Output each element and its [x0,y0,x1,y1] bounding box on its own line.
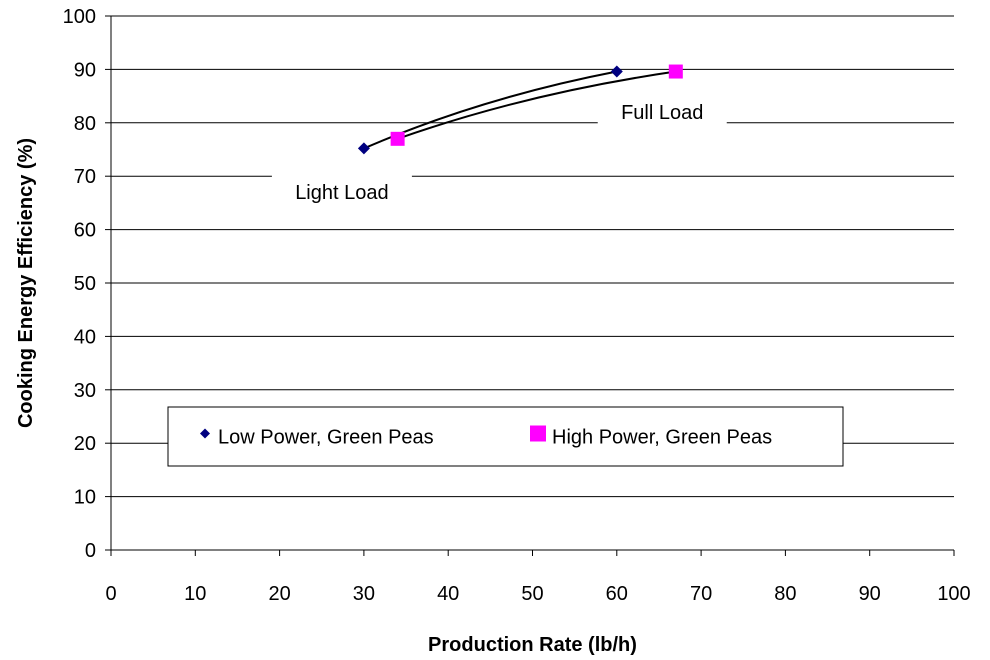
data-point-square [668,64,683,79]
annotation-full-load: Full Load [597,93,727,128]
tick-labels: 0 10 20 30 40 50 60 70 80 90 100 0 10 20 30 40 50 60 70 80 9… [63,6,971,605]
y-tick-label: 100 [63,6,96,28]
annotations: Light Load Full Load [271,93,727,208]
y-tick-label: 80 [74,113,96,135]
x-tick-label: 100 [937,583,970,605]
legend-box [167,406,844,467]
x-axis-title: Production Rate (lb/h) [428,634,637,656]
annotation-label: Full Load [621,102,703,124]
x-tick-label: 30 [353,583,375,605]
x-tick-label: 40 [437,583,459,605]
y-tick-label: 0 [85,540,96,562]
x-tick-label: 0 [105,583,116,605]
annotation-label: Light Load [295,182,388,204]
x-tick-label: 60 [606,583,628,605]
y-tick-label: 50 [74,273,96,295]
data-point-square [390,131,405,146]
y-tick-label: 40 [74,326,96,348]
y-tick-label: 90 [74,59,96,81]
x-tick-label: 50 [521,583,543,605]
y-tick-label: 30 [74,380,96,402]
legend-item-high-power: High Power, Green Peas [530,425,772,449]
data-point-diamond [610,65,623,78]
legend-marker-square [530,425,546,442]
plot-series [357,64,683,155]
y-axis-title: Cooking Energy Efficiency (%) [15,138,37,428]
trendline [397,70,676,140]
data-point-diamond [357,142,370,155]
x-tick-label: 70 [690,583,712,605]
y-tick-label: 20 [74,433,96,455]
x-tick-label: 80 [774,583,796,605]
axes [105,15,955,556]
legend: Low Power, Green Peas High Power, Green P… [167,406,844,467]
y-tick-label: 10 [74,487,96,509]
legend-label: High Power, Green Peas [552,427,772,449]
y-tick-label: 60 [74,220,96,242]
annotation-background [597,93,727,128]
x-tick-label: 10 [184,583,206,605]
series-high-power [390,64,683,146]
annotation-light-load: Light Load [271,173,412,208]
legend-item-low-power: Low Power, Green Peas [200,427,434,449]
y-tick-label: 70 [74,166,96,188]
annotation-background [271,173,412,208]
legend-label: Low Power, Green Peas [218,427,434,449]
x-tick-label: 90 [859,583,881,605]
legend-marker-diamond [200,428,210,439]
x-tick-label: 20 [268,583,290,605]
